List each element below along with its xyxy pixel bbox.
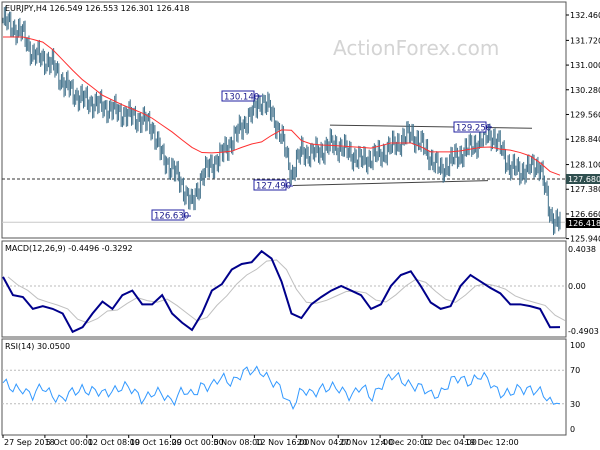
x-tick-label: 27 Nov 12:00 xyxy=(339,438,393,447)
macd-y-label: -0.4903 xyxy=(568,327,599,336)
y-tick-label: 128.840 xyxy=(570,135,600,144)
rsi-line xyxy=(2,365,561,411)
x-tick-label: 12 Nov 16:00 xyxy=(255,438,309,447)
y-tick-label: 125.940 xyxy=(570,235,600,244)
y-tick-label: 130.280 xyxy=(570,86,600,95)
trendline-upper xyxy=(329,124,533,129)
y-tick-label: 131.720 xyxy=(570,36,600,45)
macd-title: MACD(12,26,9) -0.4496 -0.3292 xyxy=(5,244,133,253)
trendline-lower xyxy=(292,180,489,186)
y-tick-label: 127.380 xyxy=(570,185,600,194)
level-tag-127680: 127.680 xyxy=(566,174,600,184)
x-tick-label: 5 Nov 08:00 xyxy=(214,438,263,447)
annotation-high-1: 130.140 xyxy=(221,90,262,103)
x-tick-label: 19 Dec 12:00 xyxy=(465,438,519,447)
svg-text:126.630: 126.630 xyxy=(154,212,189,222)
main-panel xyxy=(1,1,567,239)
rsi-panel xyxy=(1,338,567,436)
x-tick-label: 12 Oct 08:00 xyxy=(88,438,140,447)
annotation-low-1: 127.490 xyxy=(253,179,293,192)
svg-text:126.418: 126.418 xyxy=(568,219,600,228)
rsi-y-label: 30 xyxy=(570,400,580,409)
x-tick-label: 20 Nov 04:00 xyxy=(297,438,351,447)
svg-text:129.250: 129.250 xyxy=(456,124,491,134)
y-tick-label: 131.000 xyxy=(570,61,600,70)
svg-text:130.140: 130.140 xyxy=(224,93,259,103)
svg-text:127.680: 127.680 xyxy=(568,175,600,184)
x-tick-label: 4 Dec 20:00 xyxy=(381,438,430,447)
rsi-y-label: 100 xyxy=(570,341,585,350)
macd-y-label: 0.4038 xyxy=(568,245,596,254)
y-tick-label: 128.100 xyxy=(570,161,600,170)
x-tick-label: 29 Oct 00:00 xyxy=(172,438,224,447)
main-title: EURJPY,H4 126.549 126.553 126.301 126.41… xyxy=(5,4,190,13)
x-tick-label: 5 Oct 00:00 xyxy=(46,438,93,447)
y-tick-label: 126.660 xyxy=(570,210,600,219)
rsi-y-label: 70 xyxy=(570,366,580,375)
current-price-tag: 126.418 xyxy=(566,218,600,228)
x-tick-label: 12 Dec 04:00 xyxy=(423,438,477,447)
macd-y-label: 0.00 xyxy=(568,282,586,291)
x-tick-label: 27 Sep 2018 xyxy=(4,438,55,447)
rsi-title: RSI(14) 30.0500 xyxy=(5,342,70,351)
annotation-high-2: 129.250 xyxy=(453,121,492,134)
svg-text:127.490: 127.490 xyxy=(256,182,291,192)
watermark: ActionForex.com xyxy=(333,36,499,60)
macd-signal-line xyxy=(7,259,566,324)
annotation-low-2: 126.630 xyxy=(151,209,191,222)
rsi-y-label: 0 xyxy=(570,425,575,434)
y-tick-label: 129.560 xyxy=(570,110,600,119)
moving-average-line xyxy=(3,36,561,176)
y-tick-label: 132.460 xyxy=(570,11,600,20)
macd-panel xyxy=(1,240,567,338)
macd-line xyxy=(2,249,561,334)
x-tick-label: 19 Oct 16:00 xyxy=(130,438,182,447)
